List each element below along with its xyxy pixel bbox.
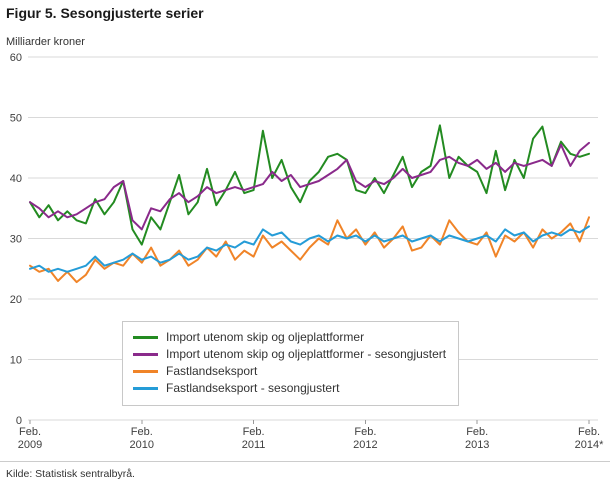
legend-item: Import utenom skip og oljeplattformer [133,329,446,346]
x-tick-label: Feb. 2013 [465,426,489,451]
y-tick-label: 10 [10,355,22,367]
legend-swatch [133,370,158,373]
legend-item: Fastlandseksport - sesongjustert [133,380,446,397]
y-axis-title: Milliarder kroner [6,36,85,48]
series-line [29,216,590,284]
page-title: Figur 5. Sesongjusterte serier [6,5,204,21]
y-tick-label: 40 [10,173,22,185]
series-line [29,141,590,231]
x-tick-label: Feb. 2014* [575,426,604,451]
x-tick-label: Feb. 2011 [242,426,266,451]
legend-label: Import utenom skip og oljeplattformer [166,330,365,344]
y-tick-label: 30 [10,234,22,246]
x-tick-label: Feb. 2010 [130,426,154,451]
legend-label: Import utenom skip og oljeplattformer - … [166,347,447,361]
legend-item: Import utenom skip og oljeplattformer - … [133,346,446,363]
legend-swatch [133,353,158,356]
legend-swatch [133,387,158,390]
legend-item: Fastlandseksport [133,363,446,380]
y-tick-label: 0 [16,415,22,427]
source-note: Kilde: Statistisk sentralbyrå. [0,461,610,488]
y-tick-label: 20 [10,294,22,306]
legend: Import utenom skip og oljeplattformer Imp… [122,321,460,406]
legend-label: Fastlandseksport - sesongjustert [166,381,340,395]
series-line [29,225,590,273]
x-tick-label: Feb. 2009 [18,426,42,451]
x-tick-label: Feb. 2012 [353,426,377,451]
y-tick-label: 60 [10,52,22,64]
legend-swatch [133,336,158,339]
y-tick-label: 50 [10,113,22,125]
legend-label: Fastlandseksport [166,364,258,378]
